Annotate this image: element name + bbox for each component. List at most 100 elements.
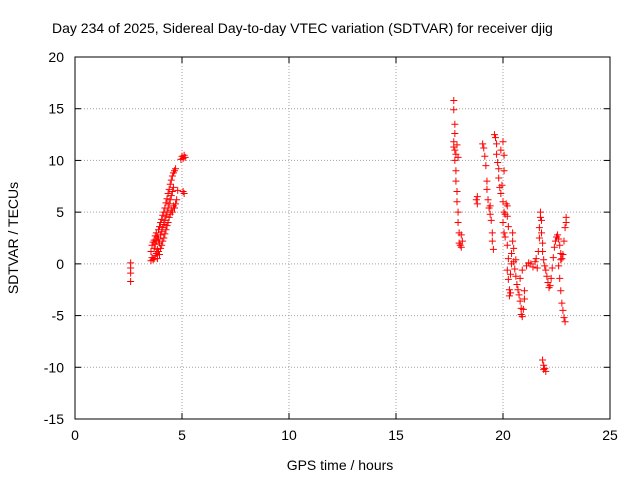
data-point [127, 277, 135, 285]
data-point [546, 282, 554, 290]
data-point [500, 151, 508, 159]
data-point [547, 274, 555, 282]
data-point [159, 237, 167, 245]
data-point [539, 239, 547, 247]
data-point [529, 263, 537, 271]
data-point [540, 256, 548, 264]
data-point [499, 218, 507, 226]
data-point [492, 134, 500, 142]
data-point [149, 256, 157, 264]
data-point [500, 167, 508, 175]
data-point [513, 281, 521, 289]
data-point [481, 152, 489, 160]
data-point [504, 255, 512, 263]
data-point [504, 275, 512, 283]
data-point [453, 187, 461, 195]
data-point [161, 230, 169, 238]
data-point [163, 195, 171, 203]
data-point [490, 131, 498, 139]
data-point [512, 256, 520, 264]
data-point [483, 185, 491, 193]
data-point [156, 251, 164, 259]
data-point [560, 237, 568, 245]
data-point [452, 177, 460, 185]
data-point [454, 208, 462, 216]
data-point [557, 256, 565, 264]
data-point [181, 153, 189, 161]
data-point [558, 255, 566, 263]
data-point [539, 247, 547, 255]
data-point [497, 190, 505, 198]
data-point [479, 140, 487, 148]
data-point [499, 138, 507, 146]
data-point [506, 270, 514, 278]
data-point [162, 212, 170, 220]
data-point [555, 262, 563, 270]
data-point [167, 192, 175, 200]
data-point [538, 229, 546, 237]
data-point [173, 196, 181, 204]
data-point [532, 255, 540, 263]
data-point [172, 165, 180, 173]
data-point [493, 150, 501, 158]
data-point [541, 262, 549, 270]
data-point [156, 223, 164, 231]
data-point [503, 241, 511, 249]
data-point [450, 106, 458, 114]
data-point [554, 231, 562, 239]
grid-lines [75, 57, 610, 419]
data-point [500, 229, 508, 237]
data-point [489, 245, 497, 253]
data-point [484, 196, 492, 204]
data-point [158, 241, 166, 249]
data-point [165, 213, 173, 221]
data-point [168, 208, 176, 216]
data-point [162, 226, 170, 234]
x-tick-label: 15 [388, 427, 404, 443]
data-point [498, 181, 506, 189]
data-point [480, 144, 488, 152]
data-point [153, 255, 161, 263]
data-point [162, 199, 170, 207]
data-point [171, 204, 179, 212]
chart-title: Day 234 of 2025, Sidereal Day-to-day VTE… [52, 20, 553, 36]
data-point [451, 156, 459, 164]
y-tick-label: -10 [44, 359, 64, 375]
data-point [535, 234, 543, 242]
data-point [160, 221, 168, 229]
data-point [520, 287, 528, 295]
y-axis-label: SDTVAR / TECUs [5, 182, 21, 294]
data-point [454, 153, 462, 161]
data-point [505, 292, 513, 300]
data-point [512, 272, 520, 280]
data-point [510, 244, 518, 252]
data-point [556, 241, 564, 249]
data-point [506, 289, 514, 297]
data-point [501, 233, 509, 241]
data-point [515, 291, 523, 299]
y-tick-label: 20 [48, 49, 64, 65]
data-point [519, 305, 527, 313]
data-point [451, 146, 459, 154]
data-point [160, 234, 168, 242]
data-point [163, 222, 171, 230]
data-point [158, 215, 166, 223]
data-point [509, 229, 517, 237]
data-point [452, 167, 460, 175]
data-point [473, 200, 481, 208]
y-tick-label: -5 [52, 308, 65, 324]
data-point [172, 200, 180, 208]
data-point [562, 218, 570, 226]
data-point [536, 208, 544, 216]
data-point [548, 264, 556, 272]
data-point [533, 264, 541, 272]
data-point [494, 158, 502, 166]
data-point [168, 172, 176, 180]
data-point [516, 297, 524, 305]
data-point [542, 266, 550, 274]
data-point [483, 177, 491, 185]
data-point [488, 229, 496, 237]
data-point [541, 364, 549, 372]
data-point [488, 237, 496, 245]
